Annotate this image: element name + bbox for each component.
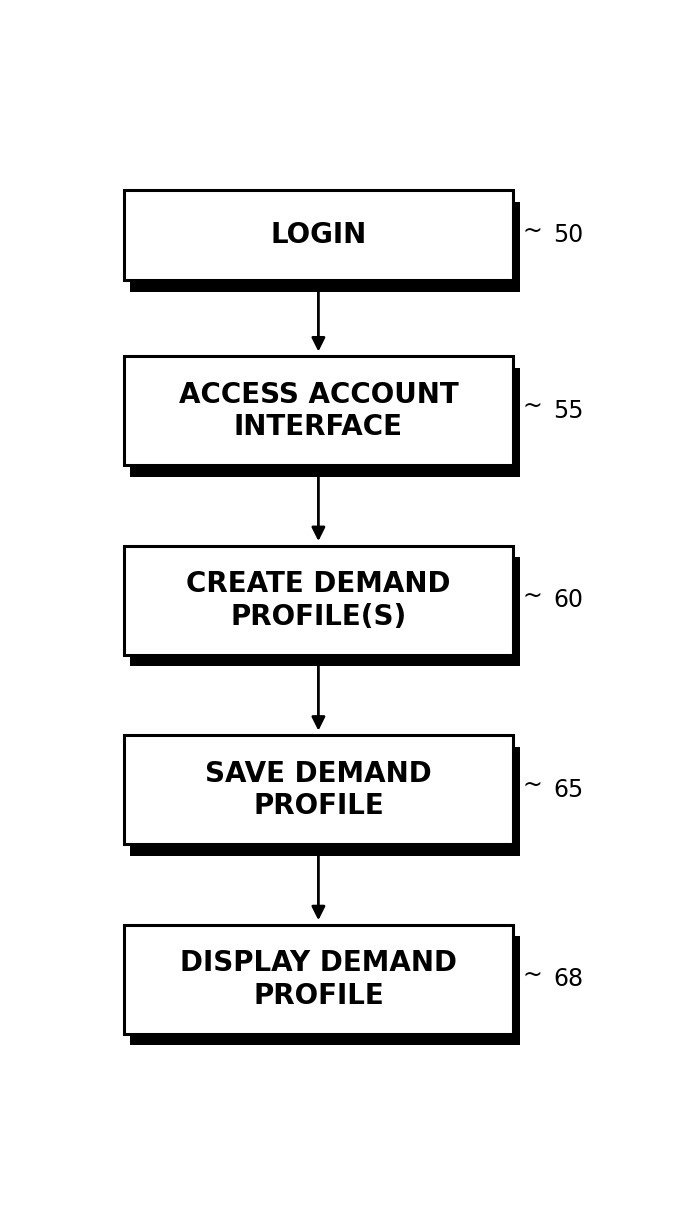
Text: ~: ~ [522, 773, 542, 798]
Bar [130, 202, 520, 292]
Bar [130, 558, 520, 666]
Bar [123, 356, 513, 465]
Bar [123, 191, 513, 281]
Text: ACCESS ACCOUNT
INTERFACE: ACCESS ACCOUNT INTERFACE [178, 380, 458, 441]
Bar [130, 937, 520, 1045]
Text: CREATE DEMAND
PROFILE(S): CREATE DEMAND PROFILE(S) [186, 570, 451, 630]
Text: DISPLAY DEMAND
PROFILE: DISPLAY DEMAND PROFILE [180, 949, 457, 1009]
Text: 68: 68 [553, 968, 584, 991]
Bar [123, 924, 513, 1034]
Bar [130, 747, 520, 856]
Text: ~: ~ [522, 219, 542, 243]
Bar [123, 545, 513, 655]
Text: ~: ~ [522, 394, 542, 419]
Text: ~: ~ [522, 963, 542, 987]
Text: ~: ~ [522, 583, 542, 608]
Text: SAVE DEMAND
PROFILE: SAVE DEMAND PROFILE [205, 760, 432, 820]
Bar [130, 368, 520, 476]
Text: 50: 50 [553, 223, 584, 247]
Text: 65: 65 [553, 778, 584, 801]
Text: 55: 55 [553, 399, 584, 422]
Text: 60: 60 [553, 588, 584, 612]
Text: LOGIN: LOGIN [270, 222, 367, 250]
Bar [123, 735, 513, 844]
